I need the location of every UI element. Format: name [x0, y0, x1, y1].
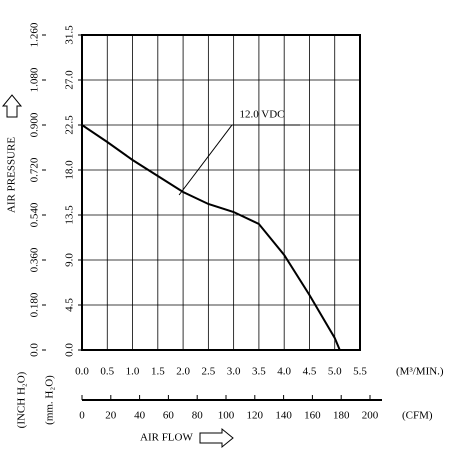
x2-tick-label: 60 — [163, 410, 175, 422]
up-arrow — [1, 94, 23, 118]
x-tick-label: 0.5 — [100, 366, 114, 378]
y2-tick-label: 0.720 — [29, 157, 41, 182]
x-tick-label: 4.0 — [277, 366, 291, 378]
x2-tick-label: 140 — [275, 410, 292, 422]
y2-tick-label: 0.900 — [29, 112, 41, 137]
y2-tick-label: 1.260 — [29, 22, 41, 47]
x-tick-label: 4.5 — [303, 366, 317, 378]
y-tick-label: 31.5 — [64, 25, 76, 45]
x-tick-label: 1.5 — [151, 366, 165, 378]
x-tick-label: 3.5 — [252, 366, 266, 378]
x-tick-label: 2.5 — [201, 366, 215, 378]
x2-tick-label: 100 — [218, 410, 235, 422]
x2-axis-label: (CFM) — [402, 410, 433, 422]
y-tick-label: 13.5 — [64, 205, 76, 225]
y2-tick-label: 0.0 — [29, 343, 41, 357]
y2-unit-label: (INCH H₂O) — [16, 371, 28, 428]
x2-tick-label: 80 — [192, 410, 204, 422]
x-tick-label: 3.0 — [227, 366, 241, 378]
y-tick-label: 22.5 — [64, 115, 76, 135]
y2-tick-label: 0.540 — [29, 202, 41, 227]
y-tick-label: 0.0 — [64, 343, 76, 357]
x2-tick-label: 0 — [79, 410, 85, 422]
x2-tick-label: 160 — [304, 410, 321, 422]
x2-tick-label: 120 — [247, 410, 264, 422]
x2-tick-label: 200 — [362, 410, 379, 422]
curve-label: 12.0 VDC — [239, 109, 284, 121]
y2-tick-label: 0.360 — [29, 247, 41, 272]
x-tick-label: 2.0 — [176, 366, 190, 378]
y-unit-label: (mm. H₂O) — [44, 375, 56, 425]
x-tick-label: 5.0 — [328, 366, 342, 378]
x-axis-label: (M³/MIN.) — [396, 366, 444, 378]
right-arrow — [199, 427, 234, 449]
x-tick-label: 0.0 — [75, 366, 89, 378]
x2-tick-label: 180 — [333, 410, 350, 422]
leader-line — [178, 124, 233, 196]
x-axis-title: AIR FLOW — [140, 432, 193, 444]
y-tick-label: 27.0 — [64, 70, 76, 90]
y2-tick-label: 0.180 — [29, 292, 41, 317]
y-tick-label: 18.0 — [64, 160, 76, 180]
y-tick-label: 4.5 — [64, 298, 76, 312]
x-tick-label: 1.0 — [126, 366, 140, 378]
y2-tick-label: 1.080 — [29, 67, 41, 92]
plot-frame — [81, 34, 361, 351]
x2-tick-label: 20 — [105, 410, 117, 422]
x2-tick-label: 40 — [134, 410, 146, 422]
x-tick-label: 5.5 — [353, 366, 367, 378]
y-axis-title: AIR PRESSURE — [6, 137, 18, 213]
curve — [81, 124, 341, 351]
y-tick-label: 9.0 — [64, 253, 76, 267]
